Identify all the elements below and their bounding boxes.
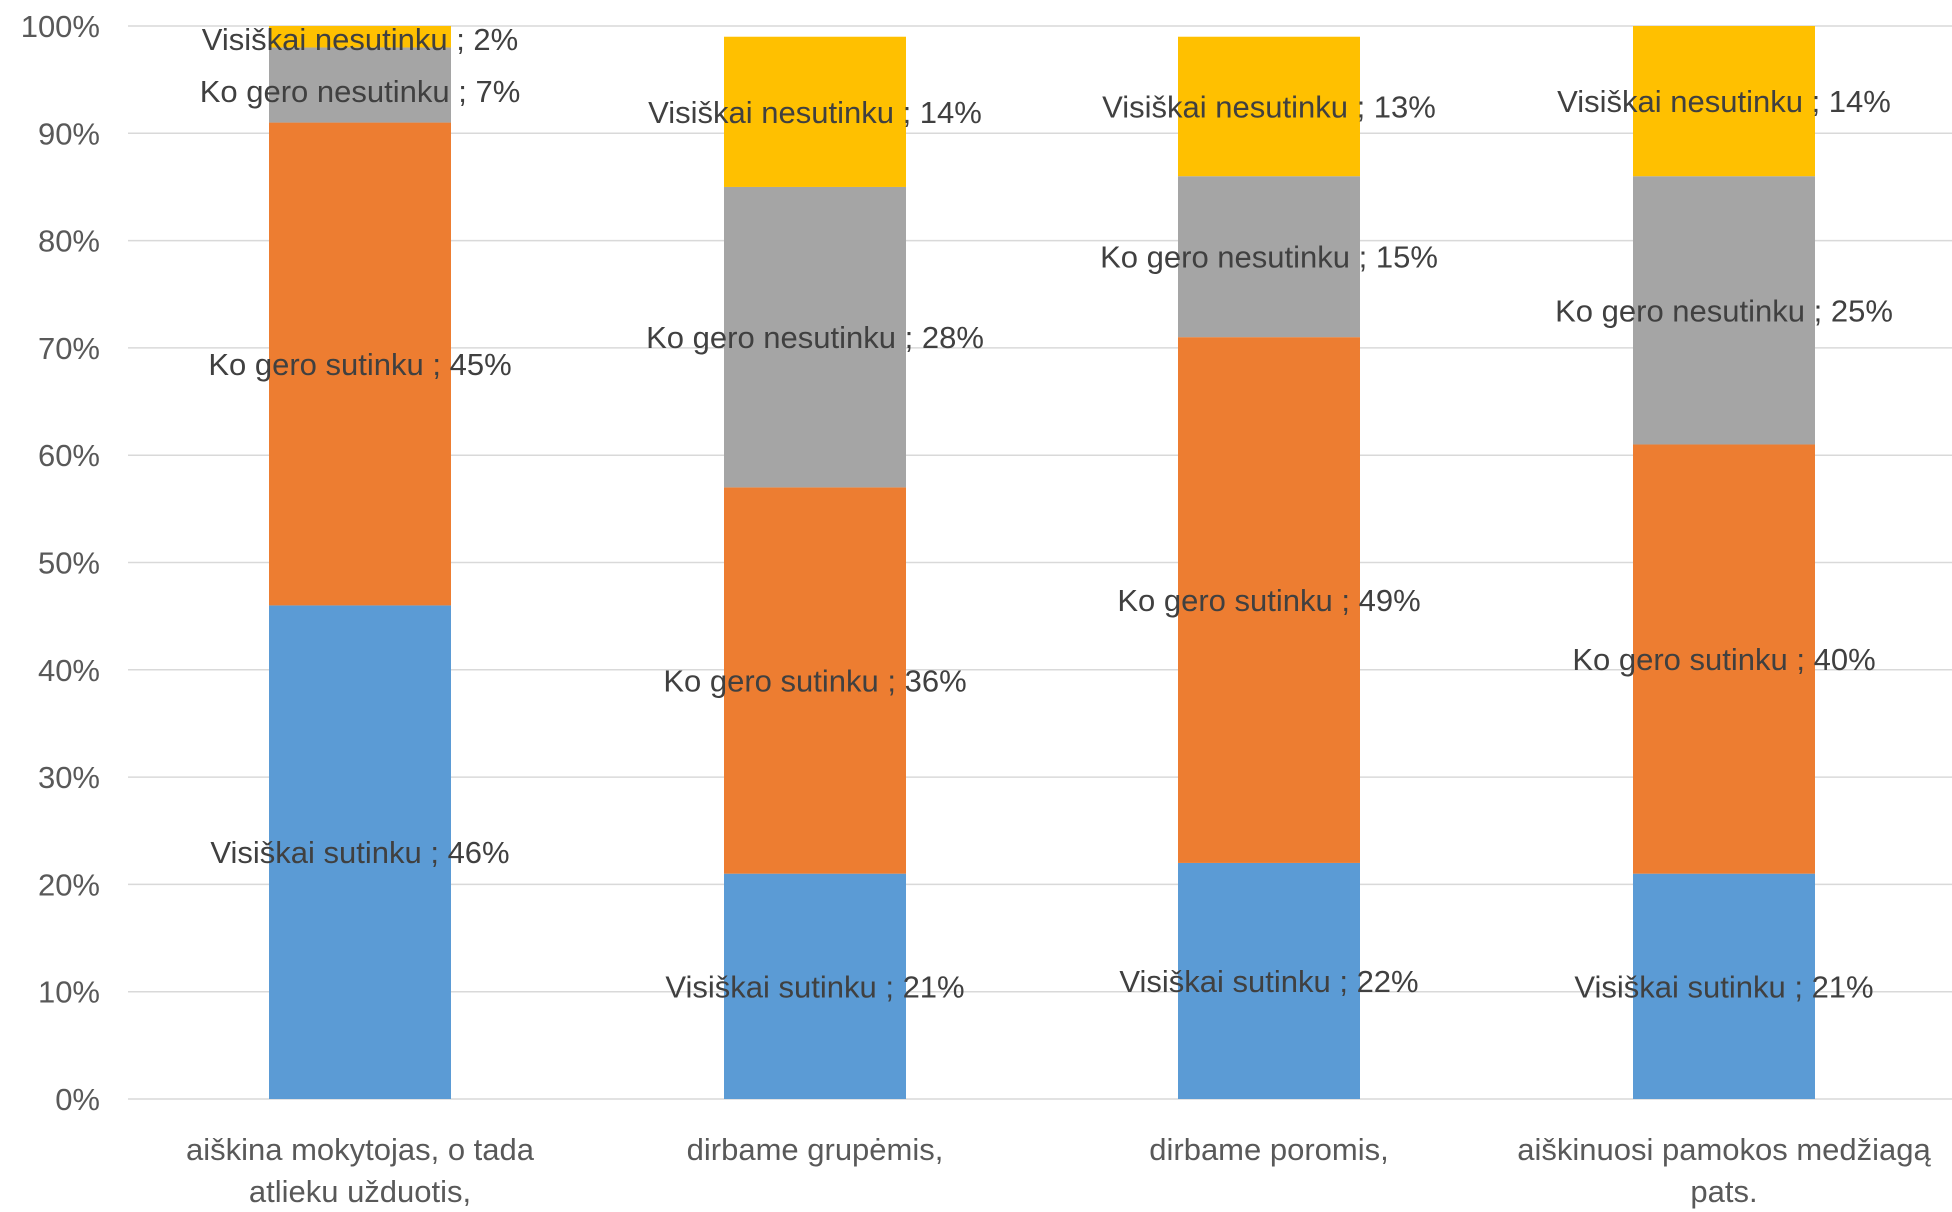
data-label: Visiškai nesutinku ; 14% [1557,84,1891,119]
bar-segment [1178,862,1360,1099]
data-label: Visiškai sutinku ; 22% [1119,964,1418,999]
bar-segment [1633,873,1815,1099]
bar-segment [724,36,906,187]
bar-segment [1633,26,1815,177]
x-category-label: dirbame poromis, [1149,1132,1388,1167]
data-label: Ko gero sutinku ; 40% [1572,642,1875,677]
data-label: Ko gero nesutinku ; 7% [200,74,521,109]
bar-segment [724,873,906,1099]
bar-segment [269,26,451,48]
bar-segment [1178,337,1360,863]
y-tick-label: 90% [38,116,100,151]
y-tick-label: 0% [55,1082,100,1117]
x-category-label-line: pats. [1690,1174,1757,1209]
y-tick-label: 20% [38,867,100,902]
x-axis-category-labels: aiškina mokytojas, o tada atlieku užduoti… [186,1132,1932,1209]
bar-segment [1178,36,1360,177]
data-label: Ko gero sutinku ; 36% [663,664,966,699]
x-category-label: aiškina mokytojas, o tada atlieku užduoti… [186,1132,535,1209]
y-tick-label: 100% [21,9,100,44]
x-category-label-line: dirbame poromis, [1149,1132,1388,1167]
bar-segment [269,122,451,606]
x-category-label-line: aiškinuosi pamokos medžiagą [1517,1132,1931,1167]
bar-segment [724,186,906,488]
data-label: Visiškai nesutinku ; 13% [1102,89,1436,124]
y-tick-label: 60% [38,438,100,473]
data-labels: Visiškai sutinku ; 46% Ko gero sutinku ; … [200,22,1893,1004]
bar-segment [269,47,451,123]
x-category-label-line: dirbame grupėmis, [687,1132,944,1167]
x-category-label: aiškinuosi pamokos medžiagą pats. [1517,1132,1931,1209]
data-label: Ko gero nesutinku ; 15% [1100,240,1438,275]
y-tick-label: 10% [38,975,100,1010]
bar-segment [1633,444,1815,874]
bar-segment [1178,176,1360,338]
x-category-label-line: aiškina mokytojas, o tada [186,1132,535,1167]
data-label: Visiškai sutinku ; 21% [665,969,964,1004]
y-tick-label: 40% [38,653,100,688]
data-label: Visiškai sutinku ; 46% [210,835,509,870]
bar-segment [1633,176,1815,445]
data-label: Visiškai nesutinku ; 2% [202,22,518,57]
bar-segments [269,26,1815,1099]
data-label: Ko gero sutinku ; 45% [208,347,511,382]
data-label: Ko gero nesutinku ; 28% [646,320,984,355]
y-axis-tick-labels: 0% 10% 20% 30% 40% 50% 60% 70% 80% 90% 100% [21,9,100,1117]
x-category-label: dirbame grupėmis, [687,1132,944,1167]
x-category-label-line: atlieku užduotis, [249,1174,471,1209]
data-label: Visiškai nesutinku ; 14% [648,95,982,130]
data-label: Visiškai sutinku ; 21% [1574,969,1873,1004]
y-tick-label: 50% [38,546,100,581]
y-tick-label: 80% [38,224,100,259]
data-label: Ko gero sutinku ; 49% [1117,583,1420,618]
bar-segment [724,487,906,874]
y-tick-label: 70% [38,331,100,366]
data-label: Ko gero nesutinku ; 25% [1555,293,1893,328]
bar-segment [269,605,451,1099]
y-tick-label: 30% [38,760,100,795]
